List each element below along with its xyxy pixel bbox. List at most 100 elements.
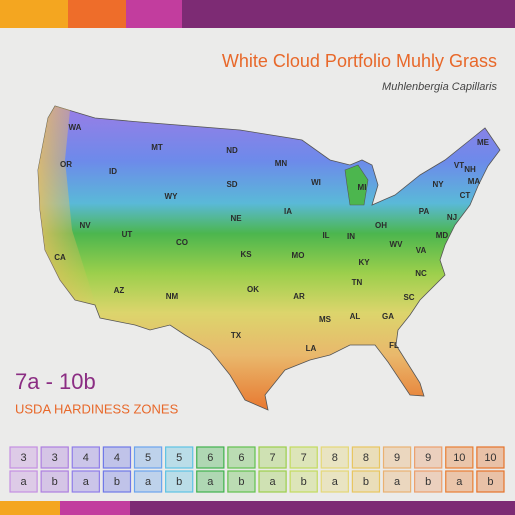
state-label: TN bbox=[352, 278, 363, 287]
state-label: MO bbox=[292, 251, 305, 260]
michigan bbox=[344, 164, 369, 206]
legend-cell bbox=[71, 470, 100, 493]
state-label: NH bbox=[464, 165, 476, 174]
legend-cell bbox=[476, 470, 505, 493]
state-label: NY bbox=[432, 180, 444, 189]
top-strip bbox=[0, 0, 515, 28]
zone-range: 7a - 10b bbox=[15, 369, 96, 394]
state-label: OR bbox=[60, 160, 72, 169]
state-label: MS bbox=[319, 315, 332, 324]
state-labels: WA OR CA NV ID MT WY UT AZ CO NM ND SD NE KS OK TX MN IA MO… bbox=[54, 123, 489, 353]
legend-letter: b bbox=[363, 476, 369, 488]
legend-number: 3 bbox=[52, 452, 58, 464]
legend-number: 4 bbox=[83, 452, 89, 464]
legend-number: 6 bbox=[238, 452, 244, 464]
legend-number: 7 bbox=[301, 452, 307, 464]
state-label: VT bbox=[454, 161, 464, 170]
state-label: NJ bbox=[447, 213, 457, 222]
state-label: NC bbox=[415, 269, 427, 278]
state-label: AZ bbox=[114, 286, 125, 295]
strip-segment bbox=[0, 501, 60, 515]
state-label: PA bbox=[419, 207, 430, 216]
legend-cell bbox=[258, 470, 287, 493]
legend-cell bbox=[40, 446, 69, 469]
legend-number: 4 bbox=[114, 452, 120, 464]
legend-letter: b bbox=[176, 476, 182, 488]
legend-letter: a bbox=[83, 476, 90, 488]
subtitle: Muhlenbergia Capillaris bbox=[382, 81, 497, 93]
legend-cell bbox=[227, 470, 256, 493]
state-label: KY bbox=[358, 258, 370, 267]
state-label: ID bbox=[109, 167, 117, 176]
zone-caption: USDA HARDINESS ZONES bbox=[15, 401, 179, 416]
legend-cell bbox=[414, 446, 443, 469]
legend-cell bbox=[102, 470, 132, 493]
legend-number: 8 bbox=[363, 452, 369, 464]
legend-cell bbox=[165, 446, 194, 469]
legend-cell bbox=[102, 446, 132, 469]
legend-cell bbox=[445, 446, 474, 469]
strip-segment bbox=[126, 0, 182, 28]
state-label: LA bbox=[306, 344, 317, 353]
legend-letter: a bbox=[21, 476, 28, 488]
legend-cell bbox=[289, 470, 318, 493]
state-label: SC bbox=[403, 293, 414, 302]
legend-cell bbox=[196, 446, 225, 469]
state-label: WA bbox=[69, 123, 82, 132]
legend-cell bbox=[382, 470, 412, 493]
state-label: CA bbox=[54, 253, 66, 262]
legend-number: 5 bbox=[176, 452, 182, 464]
legend-number: 5 bbox=[145, 452, 151, 464]
legend-cell bbox=[133, 446, 163, 469]
bottom-strip bbox=[0, 501, 515, 515]
map-outline bbox=[37, 105, 501, 411]
state-label: NV bbox=[79, 221, 91, 230]
legend-letter: a bbox=[270, 476, 277, 488]
legend-cell bbox=[258, 446, 287, 469]
state-label: OK bbox=[247, 285, 259, 294]
legend-number: 9 bbox=[425, 452, 431, 464]
title: White Cloud Portfolio Muhly Grass bbox=[222, 51, 497, 71]
state-label: ND bbox=[226, 146, 238, 155]
legend-letter: b bbox=[487, 476, 493, 488]
state-label: IN bbox=[347, 232, 355, 241]
state-label: WV bbox=[390, 240, 404, 249]
state-label: TX bbox=[231, 331, 242, 340]
state-label: NM bbox=[166, 292, 179, 301]
state-label: MI bbox=[358, 183, 367, 192]
state-label: MN bbox=[275, 159, 288, 168]
zone-legend: 3 a 3 b 4 a 4 b 5 a 5 b 6 a 6 b 7 a 7 b 8 a 8 b 9 a 9 b 10 a 10 b bbox=[9, 446, 505, 493]
state-label: WI bbox=[311, 178, 321, 187]
state-label: GA bbox=[382, 312, 394, 321]
state-label: SD bbox=[226, 180, 237, 189]
legend-cell bbox=[227, 446, 256, 469]
legend-cell bbox=[445, 470, 474, 493]
strip-segment bbox=[182, 0, 515, 28]
legend-cell bbox=[414, 470, 443, 493]
legend-cell bbox=[9, 446, 38, 469]
strip-segment bbox=[68, 0, 126, 28]
legend-letter: b bbox=[301, 476, 307, 488]
legend-letter: b bbox=[238, 476, 244, 488]
west-coast-band bbox=[38, 106, 100, 318]
legend-letter: a bbox=[207, 476, 214, 488]
legend-number: 10 bbox=[453, 452, 465, 464]
legend-cell bbox=[320, 470, 349, 493]
legend-number: 6 bbox=[207, 452, 213, 464]
strip-segment bbox=[0, 0, 68, 28]
state-label: ME bbox=[477, 138, 490, 147]
state-label: KS bbox=[240, 250, 252, 259]
legend-cell bbox=[165, 470, 194, 493]
legend-letter: a bbox=[145, 476, 152, 488]
state-label: UT bbox=[122, 230, 133, 239]
legend-letter: a bbox=[456, 476, 463, 488]
legend-number: 9 bbox=[394, 452, 400, 464]
legend-letter: b bbox=[425, 476, 431, 488]
legend-cell bbox=[320, 446, 349, 469]
legend-cell bbox=[476, 446, 505, 469]
legend-number: 7 bbox=[270, 452, 276, 464]
state-label: WY bbox=[165, 192, 179, 201]
legend-number: 10 bbox=[484, 452, 496, 464]
